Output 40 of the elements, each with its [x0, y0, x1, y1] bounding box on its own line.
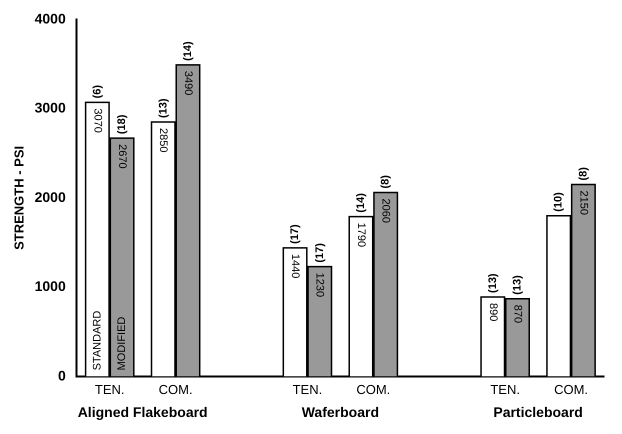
- annotation: (13): [512, 274, 524, 295]
- annotation: (13): [157, 98, 170, 118]
- data-label: 870: [511, 304, 524, 324]
- data-label: 3070: [91, 108, 104, 133]
- x-tick-label: TEN.: [94, 382, 125, 397]
- y-axis-title: STRENGTH - PSI: [11, 146, 26, 250]
- text: Aligned Flakeboard: [78, 404, 208, 420]
- data-label: 890: [486, 302, 499, 322]
- y-tick-label: 4000: [34, 10, 66, 26]
- series-label: MODIFIED: [116, 316, 128, 370]
- y-tick-label: 2000: [34, 188, 66, 205]
- x-tick-label: COM.: [554, 382, 588, 397]
- annotation: (6): [91, 84, 104, 98]
- annotation: (14): [182, 41, 194, 61]
- data-label: 2850: [157, 128, 170, 153]
- annotation: (14): [355, 192, 367, 213]
- data-label: 3490: [182, 70, 194, 96]
- text: Particleboard: [493, 404, 583, 420]
- text: Waferboard: [302, 404, 380, 420]
- data-label: 1790: [354, 222, 367, 248]
- x-tick-label: COM.: [356, 382, 390, 397]
- annotation: (18): [116, 114, 128, 134]
- data-label: 2060: [380, 198, 392, 224]
- y-tick-label: 3000: [34, 100, 66, 116]
- data-label: 1230: [314, 272, 326, 298]
- annotation: (17): [289, 224, 302, 244]
- annotation: (10): [552, 192, 565, 212]
- data-label: 2150: [577, 190, 590, 215]
- x-tick-label: TEN.: [292, 382, 322, 397]
- y-tick-label: 0: [58, 367, 66, 384]
- x-tick-label: TEN.: [490, 382, 520, 397]
- series-label: STANDARD: [91, 310, 104, 370]
- x-tick-label: COM.: [158, 382, 193, 397]
- annotation: (8): [380, 174, 392, 189]
- data-label: 1440: [289, 254, 302, 278]
- annotation: (17): [314, 242, 326, 263]
- y-tick-label: 1000: [34, 278, 66, 294]
- annotation: (13): [486, 273, 499, 293]
- data-label: 2670: [116, 144, 128, 169]
- annotation: (8): [577, 166, 590, 181]
